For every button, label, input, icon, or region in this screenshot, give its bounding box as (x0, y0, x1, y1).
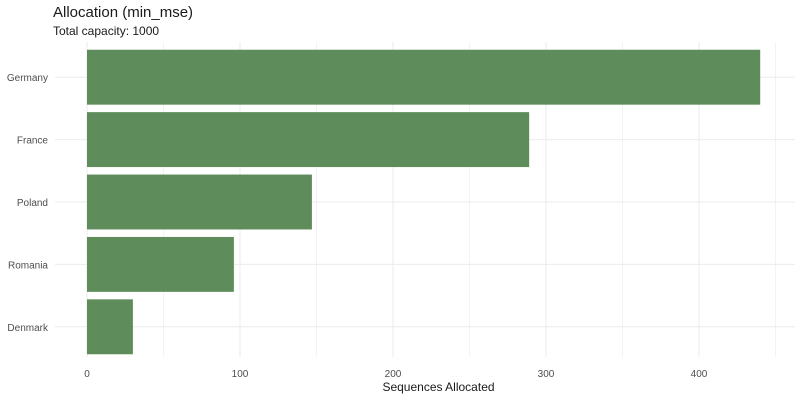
x-tick-label: 100 (232, 369, 249, 380)
x-axis-title: Sequences Allocated (382, 380, 495, 394)
bar-denmark (87, 299, 133, 355)
x-axis-labels: 0 100 200 300 400 (84, 369, 708, 380)
chart-title: Allocation (min_mse) (53, 4, 194, 21)
bars (87, 49, 761, 355)
y-tick-label: Denmark (7, 323, 49, 334)
x-tick-label: 300 (538, 369, 555, 380)
x-tick-label: 400 (691, 369, 708, 380)
y-tick-label: Germany (7, 73, 48, 84)
y-tick-label: Poland (17, 198, 48, 209)
y-tick-label: France (17, 136, 49, 147)
bar-france (87, 112, 530, 168)
chart-subtitle: Total capacity: 1000 (53, 24, 160, 38)
bar-romania (87, 236, 234, 292)
y-tick-label: Romania (8, 260, 48, 271)
x-tick-label: 0 (84, 369, 90, 380)
y-axis-labels: Germany France Poland Romania Denmark (7, 73, 49, 334)
x-tick-label: 200 (385, 369, 402, 380)
bar-germany (87, 49, 761, 105)
bar-poland (87, 174, 312, 230)
